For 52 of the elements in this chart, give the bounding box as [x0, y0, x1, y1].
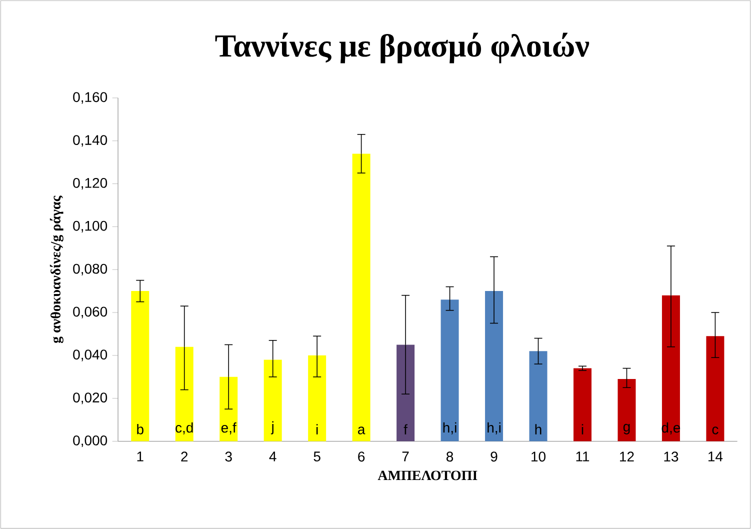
annotation: f: [404, 424, 408, 434]
x-tick-label: 10: [532, 452, 546, 462]
y-axis-title: g ανθοκυανδίνες/g ράγας: [50, 196, 64, 344]
x-tick-label: 5: [314, 452, 320, 462]
y-tick-label: 0,020: [73, 392, 108, 404]
y-tick-label: 0,120: [73, 178, 108, 190]
annotation: i: [582, 424, 584, 434]
bar: [175, 346, 194, 442]
x-tick-label: 13: [664, 452, 678, 462]
x-tick-label: 14: [708, 452, 723, 462]
bar: [573, 368, 592, 442]
annotation: h,i: [443, 422, 456, 434]
bar: [264, 360, 282, 442]
x-tick-label: 8: [446, 452, 454, 462]
y-tick-label: 0,060: [73, 306, 108, 318]
x-tick-label: 1: [137, 452, 144, 462]
bar: [352, 154, 370, 442]
x-tick-label: 2: [181, 452, 188, 462]
x-tick-label: 7: [402, 452, 409, 462]
bar: [485, 291, 504, 442]
y-tick-label: 0,160: [73, 92, 108, 104]
bar: [662, 295, 680, 442]
x-tick-label: 3: [225, 452, 232, 462]
y-tick-label: 0,140: [73, 135, 108, 147]
x-axis-title: ΑΜΠΕΛΟΤΟΠΙ: [378, 470, 478, 480]
chart-title: Ταννίνες με βρασμό φλοιών: [215, 32, 590, 64]
bar: [706, 336, 724, 442]
y-tick-label: 0,040: [73, 350, 108, 362]
x-tick-label: 11: [576, 452, 590, 462]
x-tick-label: 6: [358, 452, 365, 462]
bar: [220, 376, 238, 442]
y-tick-label: 0,100: [73, 220, 108, 232]
bar: [440, 300, 459, 442]
annotation: e,f: [221, 422, 236, 434]
annotation: j: [270, 421, 274, 434]
annotation: g: [623, 424, 630, 434]
annotation: i: [316, 424, 318, 434]
x-tick-label: 4: [269, 452, 276, 462]
annotation: h: [535, 424, 542, 434]
bar: [131, 291, 150, 442]
x-tick-label: 9: [490, 452, 498, 462]
x-tick-label: 12: [620, 452, 634, 462]
annotation: a: [358, 426, 366, 434]
bar: [308, 355, 326, 442]
annotation: c: [712, 426, 718, 434]
y-tick-label: 0,000: [73, 435, 108, 448]
bar: [618, 379, 636, 442]
annotation: h,i: [488, 422, 500, 434]
bar: [529, 351, 548, 442]
annotation: b: [137, 424, 144, 434]
annotation: c,d: [176, 422, 193, 434]
y-tick-label: 0,080: [73, 264, 108, 276]
